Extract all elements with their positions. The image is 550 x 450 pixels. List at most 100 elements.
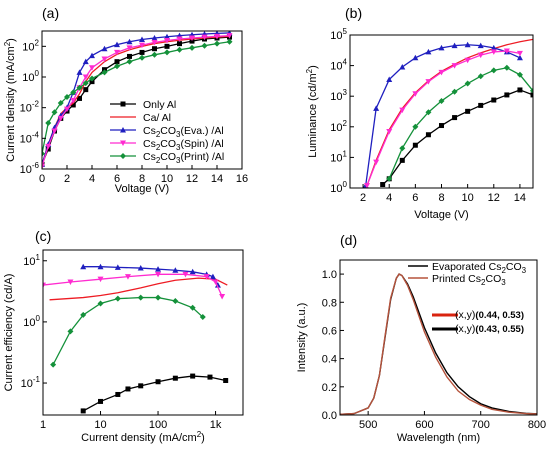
y-tick-label: 105 bbox=[330, 27, 347, 42]
data-point bbox=[76, 69, 83, 75]
y-tick-label-part: 10 bbox=[330, 152, 342, 164]
series-line-1 bbox=[366, 38, 533, 186]
y-tick-label: 0.4 bbox=[322, 354, 337, 366]
data-point bbox=[64, 93, 70, 100]
data-point bbox=[465, 108, 471, 114]
data-point bbox=[439, 123, 444, 129]
data-point bbox=[80, 311, 87, 318]
y-tick-label-part: 10 bbox=[330, 61, 342, 73]
data-point bbox=[438, 69, 445, 76]
y-tick-label: 101 bbox=[330, 149, 347, 164]
y-axis-title-part: ) bbox=[5, 38, 17, 42]
data-point bbox=[77, 95, 82, 101]
data-point bbox=[64, 106, 70, 113]
data-point bbox=[490, 49, 497, 55]
data-point bbox=[452, 115, 458, 121]
data-point bbox=[155, 379, 161, 385]
data-point bbox=[530, 92, 533, 98]
data-point bbox=[115, 391, 121, 397]
data-point bbox=[114, 295, 121, 302]
panel-label: (d) bbox=[340, 232, 357, 248]
series-line-0 bbox=[82, 375, 226, 412]
data-point bbox=[114, 63, 120, 70]
y-tick-label-part: 0 bbox=[343, 180, 348, 189]
y-tick-label: 104 bbox=[330, 58, 347, 73]
data-point bbox=[155, 266, 162, 272]
data-point bbox=[67, 328, 74, 335]
data-point bbox=[89, 65, 95, 71]
data-point bbox=[490, 44, 497, 51]
data-point bbox=[114, 49, 120, 56]
data-point bbox=[201, 34, 208, 41]
legend-label-part: Cs bbox=[143, 125, 156, 137]
y-tick-label-part: 10 bbox=[23, 317, 35, 329]
legend-label-part: (Spin) /Al bbox=[181, 138, 224, 150]
annotation-value: (0.43, 0.55) bbox=[475, 324, 524, 335]
data-point bbox=[164, 33, 170, 40]
panel-label: (a) bbox=[42, 5, 59, 21]
legend-marker bbox=[120, 127, 126, 133]
data-point bbox=[114, 59, 120, 65]
data-point bbox=[82, 58, 89, 65]
data-point bbox=[209, 273, 216, 280]
y-tick-label: 100 bbox=[330, 180, 347, 195]
data-point bbox=[516, 54, 523, 61]
x-axis-title-part: Current density (mA/cm bbox=[81, 432, 197, 444]
y-tick-label-part: 5 bbox=[343, 27, 348, 36]
data-point bbox=[101, 45, 108, 52]
data-point bbox=[425, 109, 432, 116]
x-tick-label: 4 bbox=[386, 192, 392, 204]
annotation-label: (x,y)(0.43, 0.55) bbox=[455, 323, 524, 335]
data-point bbox=[412, 123, 419, 130]
x-tick-label: 500 bbox=[359, 419, 377, 431]
data-point bbox=[412, 142, 418, 148]
annotation-label: (x,y)(0.44, 0.53) bbox=[455, 309, 524, 321]
legend-label: Cs2CO3(Spin) /Al bbox=[143, 138, 224, 152]
data-point bbox=[503, 64, 510, 71]
data-point bbox=[89, 79, 95, 85]
data-point bbox=[97, 276, 104, 283]
y-tick-label-part: 10 bbox=[20, 103, 32, 115]
x-axis-title-part: ) bbox=[201, 432, 205, 444]
x-tick-label: 2 bbox=[360, 192, 366, 204]
y-axis-title: Current density (mA/cm2) bbox=[3, 38, 17, 162]
x-tick-label: 10 bbox=[462, 192, 474, 204]
x-tick-label: 800 bbox=[528, 419, 546, 431]
panel-3: (d) 500 600 700 800 0.0 0.2 0.4 0.6 0.8 1.0 Wavelen… bbox=[296, 232, 546, 444]
y-tick-label-part: -6 bbox=[32, 161, 40, 170]
data-point bbox=[155, 294, 162, 301]
y-tick-label-part: 0.4 bbox=[322, 354, 337, 366]
data-point bbox=[477, 73, 484, 80]
x-tick-label: 6 bbox=[412, 192, 418, 204]
data-point bbox=[57, 115, 64, 122]
y-tick-label-part: 4 bbox=[343, 58, 348, 67]
y-tick-label-part: 10 bbox=[20, 133, 32, 145]
data-point bbox=[114, 41, 120, 48]
data-point bbox=[139, 42, 145, 49]
data-point bbox=[164, 38, 170, 44]
data-point bbox=[155, 271, 162, 278]
y-tick-label-part: 0.8 bbox=[322, 297, 337, 309]
series-group bbox=[340, 273, 537, 415]
data-point bbox=[363, 183, 370, 188]
data-point bbox=[477, 52, 484, 59]
legend-label: Ca/ Al bbox=[143, 112, 171, 124]
legend-label-part: Cs bbox=[143, 151, 156, 163]
y-tick-label: 103 bbox=[330, 88, 347, 103]
legend-marker bbox=[120, 153, 126, 159]
legend-label-part: CO bbox=[160, 151, 176, 163]
data-point bbox=[42, 163, 45, 169]
data-point bbox=[151, 51, 158, 58]
data-point bbox=[189, 268, 196, 275]
data-point bbox=[172, 297, 179, 304]
data-point bbox=[189, 44, 195, 51]
data-point bbox=[189, 38, 195, 44]
legend-label-part: CO bbox=[506, 261, 522, 273]
data-point bbox=[207, 374, 213, 380]
y-tick-label-part: 1 bbox=[343, 149, 348, 158]
data-point bbox=[399, 145, 406, 152]
data-point bbox=[76, 84, 83, 91]
data-point bbox=[127, 53, 132, 59]
y-tick-label-part: 10 bbox=[330, 183, 342, 195]
